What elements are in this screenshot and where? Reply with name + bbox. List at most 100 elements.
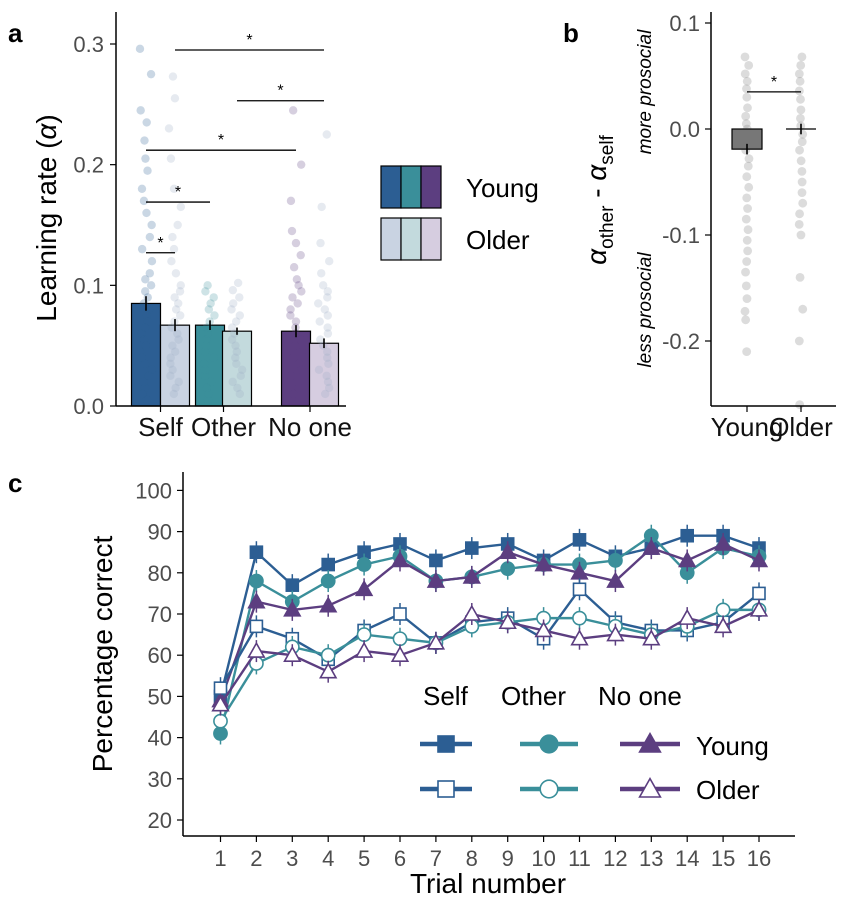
panel-c-point [247,592,266,609]
panel-a-point [321,389,330,399]
panel-c-point [320,647,336,663]
panel-c-point [211,695,230,712]
panel-b-point [742,193,752,203]
panel-c-point [426,571,446,588]
panel-a-point [175,287,185,296]
panel-a-point [235,389,245,399]
panel-b-point [798,198,808,208]
panel-c-point [354,579,374,597]
panel-b-ytick-label: -0.1 [662,223,700,248]
panel-b-point [740,52,750,62]
panel-a-point [167,257,176,266]
panel-a-point [147,365,157,374]
panel-a-point [320,305,330,314]
panel-c-xtick-label: 16 [747,846,771,871]
panel-a-point [286,311,295,320]
panel-b-point [741,111,751,121]
legend-c-self: Self [423,681,469,711]
panel-c-point [356,557,372,572]
panel-a-point [288,293,297,302]
panel-a-point [166,353,175,362]
panel-a-point [322,130,331,139]
panel-c-legend-key-marker [638,731,662,753]
panel-a-point [139,377,148,387]
panel-a-point [297,365,306,374]
panel-a-point [210,311,219,320]
panel-a-point [200,365,210,374]
legend-young-swatch-noone [420,165,442,209]
panel-b-point [741,315,751,325]
panel-b-ytick-label: -0.2 [662,329,700,354]
panel-c-point [642,538,661,555]
panel-a-point [287,226,297,236]
panel-a-point [323,353,332,362]
panel-a-point [289,263,299,272]
legend-young-label: Young [466,173,539,203]
panel-c-legend-key-marker [539,779,559,799]
panel-c-point [429,553,443,568]
legend-older-swatch-noone [420,217,442,261]
panel-a-bar [194,324,226,407]
panel-a-point [144,305,154,314]
panel-a-point [235,293,244,302]
panel-a-point [144,371,153,381]
panel-b-point [743,204,752,213]
panel-a-point [231,353,240,362]
panel-b-upper-note: more prosocial [635,29,656,154]
panel-a-point [146,69,156,79]
panel-b-point [743,225,753,235]
panel-c-xtick-label: 2 [250,846,262,871]
panel-b-point [794,86,804,96]
panel-a-point [287,371,296,381]
panel-c-ytick-label: 70 [148,602,172,627]
panel-a-point [200,347,210,356]
panel-c-xlabel: Trial number [410,868,566,898]
panel-a-point [173,220,182,230]
panel-b-point [742,257,752,266]
panel-b-point [798,304,808,314]
panel-a-point [286,305,295,314]
panel-a-point [290,341,300,350]
panel-b-point [743,246,753,256]
panel-c-point [390,551,410,568]
panel-a-point [170,293,179,302]
panel-c-ytick-label: 40 [148,726,172,751]
panel-a-significance-star: * [277,83,283,100]
panel-c-point [213,713,228,729]
panel-a-bar [130,302,162,407]
panel-a-ytick-label: 0.0 [73,394,104,419]
panel-a-point [166,371,175,381]
legend-older-label: Older [466,225,530,255]
panel-a-bar [221,330,253,407]
panel-b-point [795,273,805,282]
panel-a-point [317,202,326,212]
panel-c-point [606,625,625,642]
panel-c-ytick-label: 50 [148,684,172,709]
panel-c-point [321,557,336,572]
panel-a-point [297,347,307,356]
panel-a-category-label: No one [268,412,352,442]
panel-a-point [204,305,214,314]
panel-c-ytick-label: 60 [148,643,172,668]
panel-a-learning-rate: Learning rate (α) 0.0 0.1 0.2 0.3 Self Other N… [31,12,352,442]
panel-a-point [138,389,147,399]
panel-c-ylabel: Percentage correct [87,536,118,773]
panel-c-point [356,627,372,642]
panel-b-point [742,172,752,182]
panel-c-ytick-label: 100 [135,478,172,503]
panel-a-point [140,359,150,368]
panel-b-point [794,336,804,346]
panel-a-point [140,136,149,145]
panel-c-point [426,633,446,650]
panel-a-point [169,184,179,193]
panel-b-significance-star: * [771,74,777,91]
panel-c-point [283,645,302,663]
panel-b-point [796,61,806,70]
panel-c-xtick-label: 4 [322,846,334,871]
panel-c-ytick-label: 20 [148,808,172,833]
panel-c-xtick-label: 8 [466,846,478,871]
panel-a-point [142,208,151,218]
panel-a-point [202,323,211,332]
panel-a-point [141,341,151,350]
panel-c-xtick-label: 13 [639,846,663,871]
